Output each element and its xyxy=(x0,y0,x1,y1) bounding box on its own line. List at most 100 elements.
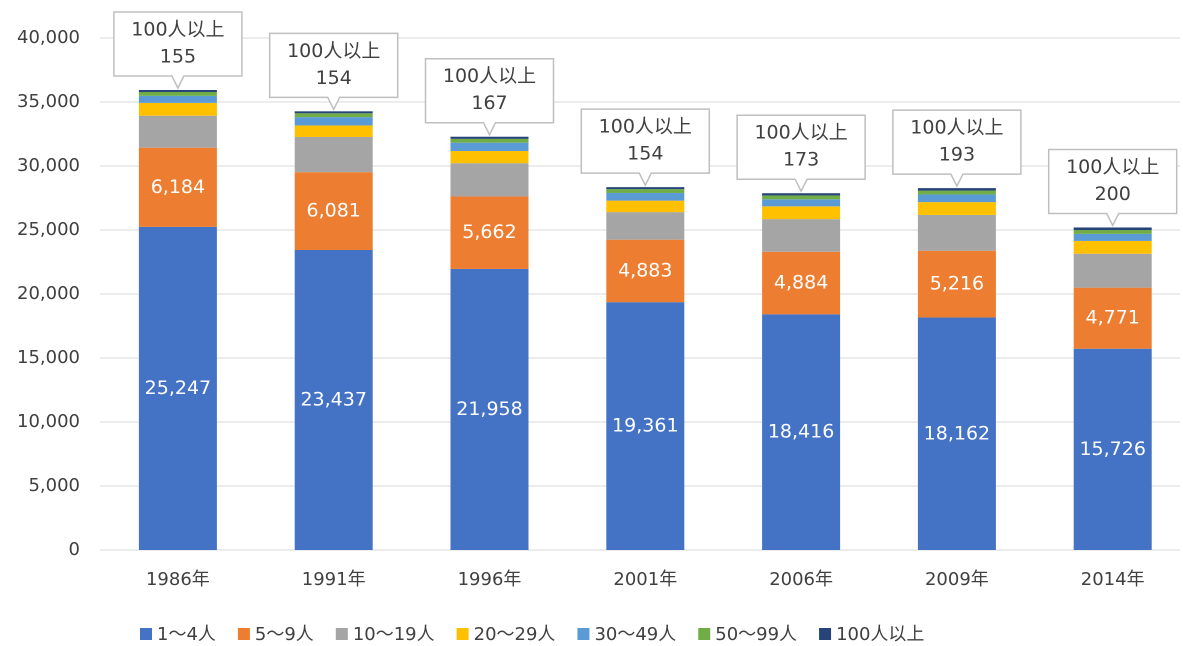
x-tick-label: 1991年 xyxy=(302,569,366,590)
y-tick-label: 35,000 xyxy=(17,91,80,112)
bar-segment xyxy=(1073,227,1152,231)
legend-swatch xyxy=(456,628,469,640)
bar-segment xyxy=(1073,233,1152,241)
data-label: 6,081 xyxy=(306,200,360,222)
bar-segment xyxy=(917,190,996,195)
legend-swatch xyxy=(335,628,348,640)
data-label: 18,162 xyxy=(924,422,990,444)
y-tick-label: 40,000 xyxy=(17,27,80,48)
bar-segment xyxy=(1073,230,1152,234)
bar-segment xyxy=(762,206,841,220)
bar-segment xyxy=(1073,253,1152,288)
bar-segment xyxy=(138,102,217,116)
callout-box xyxy=(580,108,711,187)
bar-segment xyxy=(1073,348,1152,550)
data-label: 23,437 xyxy=(300,389,366,411)
data-label: 4,883 xyxy=(618,259,672,281)
bar-segment xyxy=(762,251,841,315)
data-label: 4,884 xyxy=(774,272,828,294)
data-label: 5,216 xyxy=(930,273,984,295)
callout-name: 100人以上 xyxy=(1066,156,1159,178)
x-tick-label: 1986年 xyxy=(146,569,210,590)
bar-segment xyxy=(762,199,841,207)
bar-segment xyxy=(294,250,373,550)
callout-box xyxy=(268,32,399,111)
bar-segment xyxy=(294,172,373,251)
legend-label: 20～29人 xyxy=(474,624,556,645)
callout-name: 100人以上 xyxy=(910,117,1003,139)
callout-name: 100人以上 xyxy=(599,116,692,138)
y-tick-label: 10,000 xyxy=(17,411,80,432)
legend-swatch xyxy=(819,628,832,640)
legend-label: 50～99人 xyxy=(715,624,797,645)
data-label: 155 xyxy=(160,46,196,68)
bar-segment xyxy=(450,268,529,550)
bar-segment xyxy=(138,147,217,227)
y-tick-label: 20,000 xyxy=(17,283,80,304)
x-tick-label: 1996年 xyxy=(458,569,522,590)
data-label: 19,361 xyxy=(612,415,678,437)
bar-segment xyxy=(1073,240,1152,254)
bar-segment xyxy=(762,219,841,252)
bar-segment xyxy=(294,136,373,173)
bar-segment xyxy=(138,92,217,96)
legend-swatch xyxy=(237,628,250,640)
bar-segment xyxy=(917,194,996,203)
bar-segment xyxy=(450,142,529,152)
data-label: 25,247 xyxy=(145,377,211,399)
bar-segment xyxy=(450,151,529,164)
bar-segment xyxy=(294,111,373,114)
bar-segment xyxy=(450,136,529,139)
callout-box xyxy=(892,109,1022,188)
bar-segment xyxy=(606,212,685,240)
data-label: 173 xyxy=(783,149,819,171)
data-label: 167 xyxy=(471,92,507,114)
y-tick-label: 30,000 xyxy=(17,155,80,176)
bar-segment xyxy=(917,202,996,215)
legend-swatch xyxy=(140,628,152,640)
callout-name: 100人以上 xyxy=(754,122,847,144)
data-label: 4,771 xyxy=(1085,307,1139,329)
bar-segment xyxy=(450,138,529,143)
legend-label: 5～9人 xyxy=(255,624,314,645)
bar-segment xyxy=(606,302,685,550)
callout-box xyxy=(736,114,866,193)
callout-name: 100人以上 xyxy=(287,40,380,62)
bar-segment xyxy=(917,214,996,251)
data-label: 21,958 xyxy=(456,398,522,420)
bar-segment xyxy=(138,90,217,93)
data-label: 200 xyxy=(1095,183,1131,205)
bar-segment xyxy=(606,187,685,190)
legend-label: 10～19人 xyxy=(353,624,435,645)
x-tick-label: 2001年 xyxy=(613,569,677,590)
data-label: 193 xyxy=(939,144,975,166)
legend-label: 1～4人 xyxy=(157,624,216,645)
data-label: 15,726 xyxy=(1079,438,1145,460)
x-tick-label: 2009年 xyxy=(925,569,989,590)
data-label: 18,416 xyxy=(768,421,834,443)
data-label: 5,662 xyxy=(462,221,516,243)
callout-name: 100人以上 xyxy=(443,65,536,87)
bar-segment xyxy=(138,95,217,103)
bar-segment xyxy=(1073,287,1152,349)
bar-segment xyxy=(606,192,685,201)
x-tick-label: 2006年 xyxy=(769,569,833,590)
legend-swatch xyxy=(698,628,711,640)
bar-segment xyxy=(917,317,996,550)
callout-box xyxy=(1047,148,1178,228)
data-label: 6,184 xyxy=(151,176,205,198)
data-label: 154 xyxy=(627,143,663,165)
bar-segment xyxy=(138,115,217,148)
y-tick-label: 0 xyxy=(69,539,80,560)
legend-label: 100人以上 xyxy=(836,624,924,645)
bar-segment xyxy=(294,117,373,126)
bar-segment xyxy=(450,196,529,269)
bar-segment xyxy=(606,239,685,303)
y-tick-label: 15,000 xyxy=(17,347,80,368)
bar-segment xyxy=(606,189,685,193)
callout-box xyxy=(424,57,555,137)
legend-swatch xyxy=(577,628,590,640)
data-label: 154 xyxy=(316,67,352,89)
bar-segment xyxy=(450,163,529,197)
